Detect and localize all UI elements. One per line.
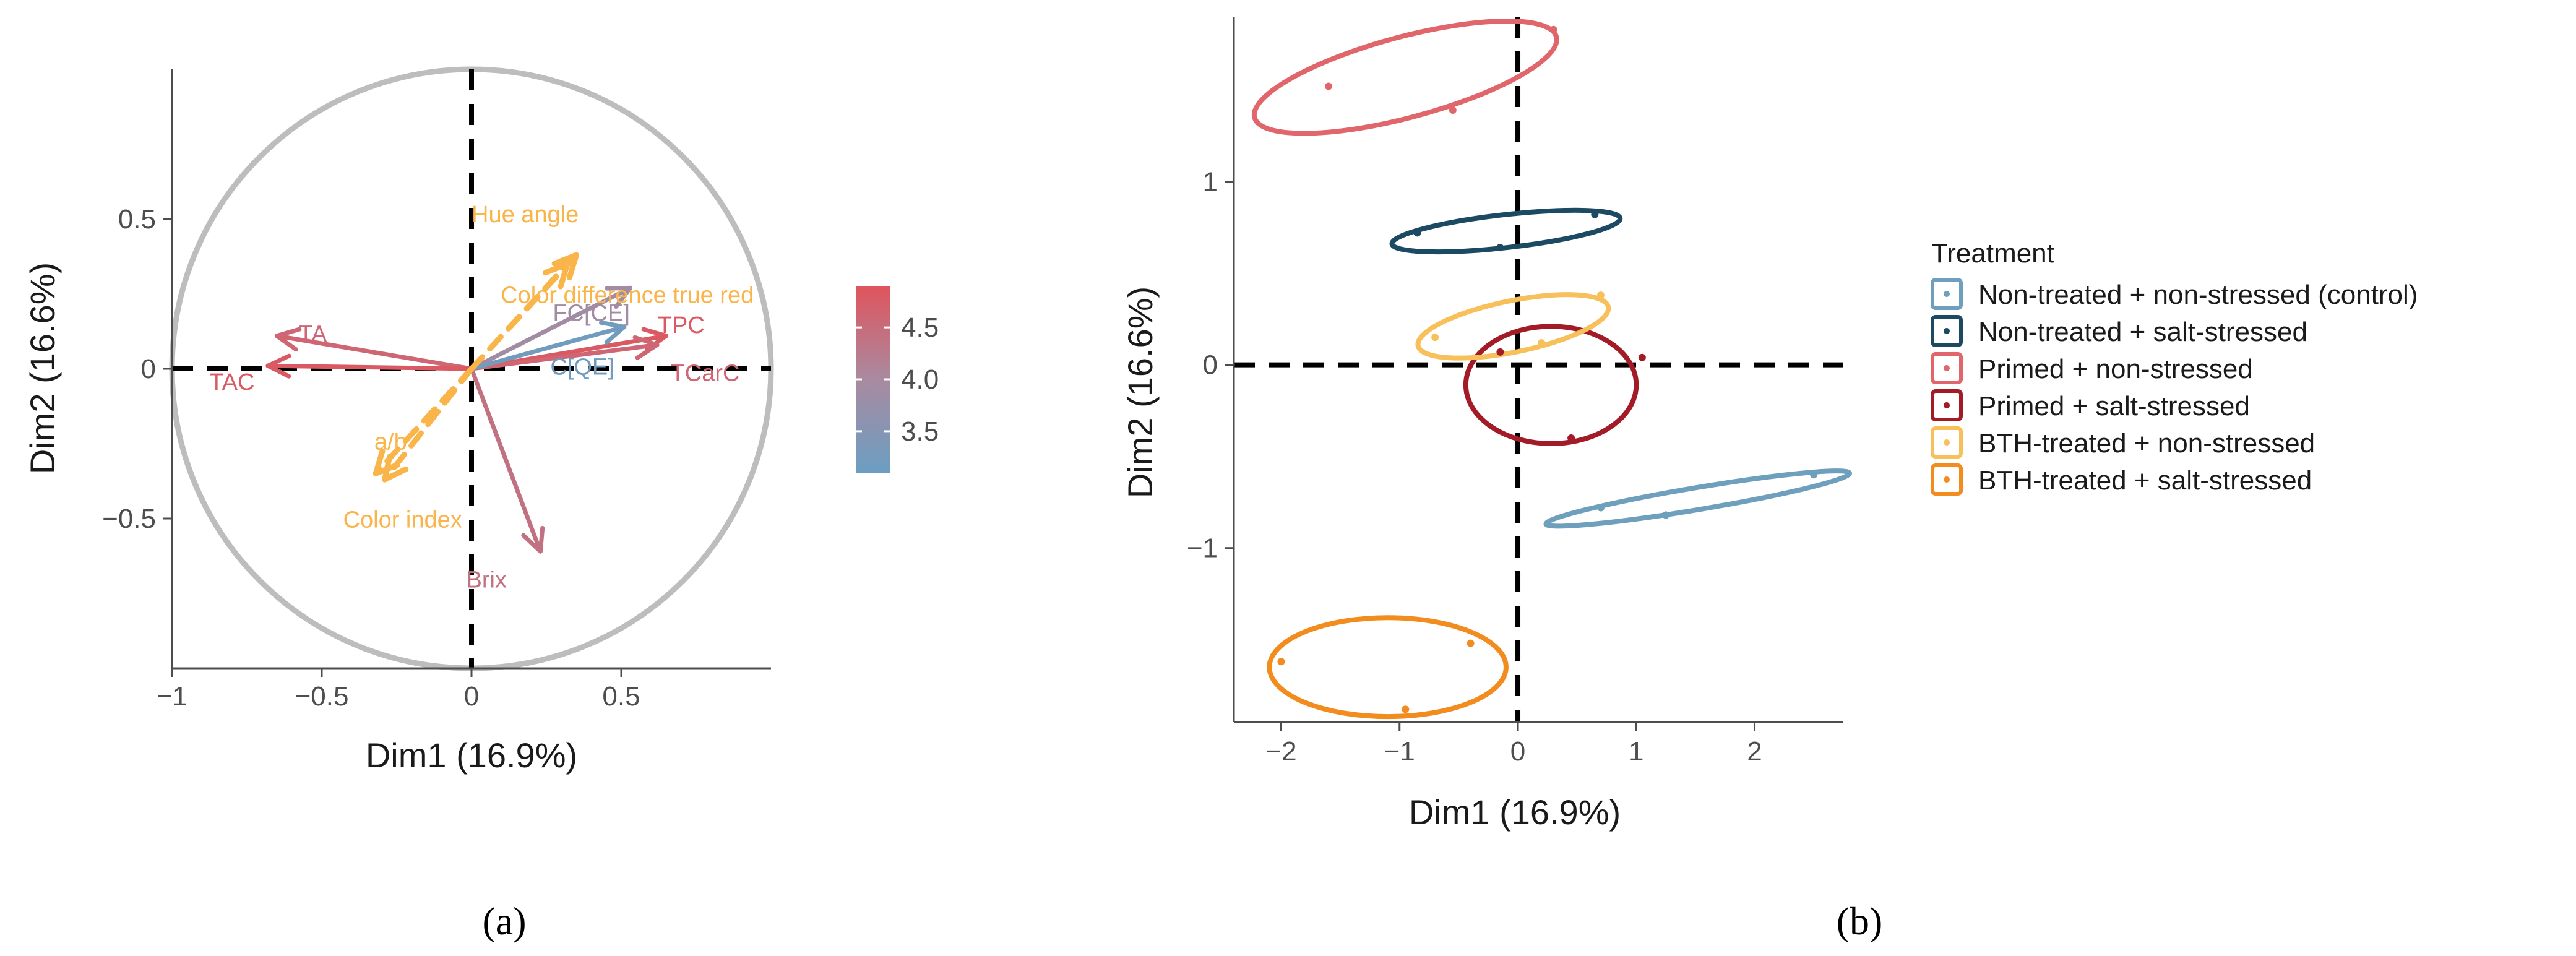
point-non-treated-non-stressed-control	[1662, 511, 1670, 519]
point-bth-treated-non-stressed	[1431, 334, 1439, 342]
label-tac: TAC	[209, 369, 254, 395]
x-tick-label: 0	[464, 681, 479, 712]
point-non-treated-salt-stressed	[1413, 229, 1421, 237]
legend: Treatment Non-treated + non-stressed (co…	[1931, 238, 2418, 496]
y-axis-title: Dim2 (16.6%)	[23, 262, 62, 474]
label-brix: Brix	[466, 567, 506, 593]
x-tick-label: 0.5	[602, 681, 640, 712]
label-hue-angle: Hue angle	[472, 202, 579, 228]
point-bth-treated-non-stressed	[1596, 291, 1605, 299]
legend-label: Non-treated + non-stressed (control)	[1978, 280, 2418, 310]
y-tick-label: 0.5	[118, 204, 156, 235]
ellipse-primed-non-stressed	[1251, 19, 1559, 136]
supplementary-arrow-color-difference-true-red	[468, 261, 571, 372]
legend-item-bth-treated-non-stressed: BTH-treated + non-stressed	[1931, 426, 2315, 459]
legend-title: Treatment	[1931, 238, 2054, 269]
point-primed-non-stressed	[1325, 82, 1333, 90]
x-tick-label: 0	[1510, 736, 1525, 767]
individual-points	[1277, 25, 1818, 713]
label-a-b: a/b	[374, 429, 407, 455]
ellipse-bth-treated-salt-stressed	[1267, 615, 1509, 720]
point-primed-non-stressed	[1549, 25, 1557, 33]
confidence-ellipses	[1251, 19, 1852, 720]
legend-key-dot	[1944, 291, 1950, 297]
x-tick-label: −1	[1384, 736, 1415, 767]
ellipse-primed-salt-stressed	[1463, 324, 1639, 446]
colorbar-tick-label: 4.5	[901, 312, 939, 343]
panel-label-b: (b)	[1837, 899, 1883, 943]
point-primed-salt-stressed	[1638, 353, 1646, 361]
colorbar-tick-label: 4.0	[901, 364, 939, 395]
label-tcarc: TCarC	[671, 360, 740, 386]
label-c: C[QE]	[550, 355, 614, 381]
point-primed-non-stressed	[1449, 106, 1457, 114]
x-axis-title: Dim1 (16.9%)	[1409, 793, 1621, 832]
x-tick-label: 2	[1747, 736, 1762, 767]
point-non-treated-salt-stressed	[1496, 244, 1504, 252]
axis-ticks: −1 −0.5 0 0.5 −0.5 0 0.5	[102, 204, 640, 712]
point-bth-treated-salt-stressed	[1402, 705, 1410, 713]
point-bth-treated-salt-stressed	[1277, 658, 1285, 666]
label-ta: TA	[299, 321, 327, 347]
point-non-treated-non-stressed-control	[1596, 504, 1605, 512]
point-non-treated-non-stressed-control	[1810, 471, 1818, 479]
legend-key-dot	[1944, 476, 1950, 483]
point-bth-treated-non-stressed	[1538, 339, 1546, 347]
label-fc: FC[CE]	[553, 301, 630, 327]
x-tick-label: 1	[1629, 736, 1643, 767]
legend-item-bth-treated-salt-stressed: BTH-treated + salt-stressed	[1931, 463, 2312, 496]
legend-item-non-treated-non-stressed-control: Non-treated + non-stressed (control)	[1931, 278, 2418, 310]
arrow-cqe	[469, 320, 627, 371]
variable-arrows	[265, 252, 669, 554]
ellipse-bth-treated-non-stressed	[1415, 292, 1611, 361]
y-tick-label: 0	[141, 354, 156, 384]
legend-items: Non-treated + non-stressed (control) Non-…	[1931, 278, 2418, 496]
variable-labels: TPC TCarC TA TAC Brix FC[CE] C[QE] Hue a…	[209, 202, 754, 593]
arrow-tcarc	[469, 335, 660, 371]
point-bth-treated-salt-stressed	[1467, 639, 1475, 647]
y-tick-label: 1	[1203, 166, 1218, 197]
legend-key-dot	[1944, 365, 1950, 371]
panel-label-a: (a)	[482, 899, 526, 943]
panel-a-variables-plot: TPC TCarC TA TAC Brix FC[CE] C[QE] Hue a…	[23, 66, 939, 775]
arrow-tac	[265, 353, 474, 379]
label-color-index: Color index	[343, 507, 462, 533]
legend-label: BTH-treated + salt-stressed	[1978, 465, 2312, 496]
y-tick-label: −0.5	[102, 504, 156, 534]
point-primed-salt-stressed	[1567, 434, 1575, 442]
legend-item-non-treated-salt-stressed: Non-treated + salt-stressed	[1931, 315, 2307, 347]
legend-item-primed-salt-stressed: Primed + salt-stressed	[1931, 389, 2250, 421]
legend-label: BTH-treated + non-stressed	[1978, 428, 2315, 459]
colorbar: 3.5 4.0 4.5	[856, 286, 939, 473]
legend-label: Non-treated + salt-stressed	[1978, 317, 2307, 347]
ellipse-non-treated-salt-stressed	[1389, 207, 1623, 255]
legend-label: Primed + salt-stressed	[1978, 391, 2250, 421]
y-axis-title: Dim2 (16.6%)	[1121, 286, 1160, 498]
ellipse-non-treated-non-stressed-control	[1543, 468, 1852, 529]
arrow-brix	[469, 366, 545, 554]
legend-key-dot	[1944, 328, 1950, 334]
panel-b-individuals-plot: −2 −1 0 1 2 −1 0 1 Dim1 (16.9%) Dim2 (16.6%) Tr…	[1121, 17, 2418, 832]
label-tpc: TPC	[658, 312, 705, 338]
legend-key-dot	[1944, 402, 1950, 408]
legend-item-primed-non-stressed: Primed + non-stressed	[1931, 352, 2253, 384]
label-color-difference: Color difference true red	[501, 283, 754, 309]
arrow-fcce	[469, 285, 633, 371]
x-tick-label: −2	[1265, 736, 1296, 767]
point-primed-salt-stressed	[1496, 348, 1504, 356]
x-tick-label: −0.5	[295, 681, 349, 712]
legend-key-dot	[1944, 439, 1950, 446]
y-tick-label: −1	[1187, 533, 1218, 564]
y-tick-label: 0	[1203, 350, 1218, 381]
colorbar-ticks: 3.5 4.0 4.5	[856, 312, 939, 447]
axis-ticks: −2 −1 0 1 2 −1 0 1	[1187, 166, 1762, 767]
arrow-ta	[274, 327, 474, 371]
colorbar-tick-label: 3.5	[901, 416, 939, 447]
point-non-treated-salt-stressed	[1591, 210, 1599, 218]
x-axis-title: Dim1 (16.9%)	[366, 736, 577, 775]
legend-label: Primed + non-stressed	[1978, 354, 2253, 384]
x-tick-label: −1	[157, 681, 187, 712]
supplementary-arrow-color-index	[382, 366, 475, 483]
